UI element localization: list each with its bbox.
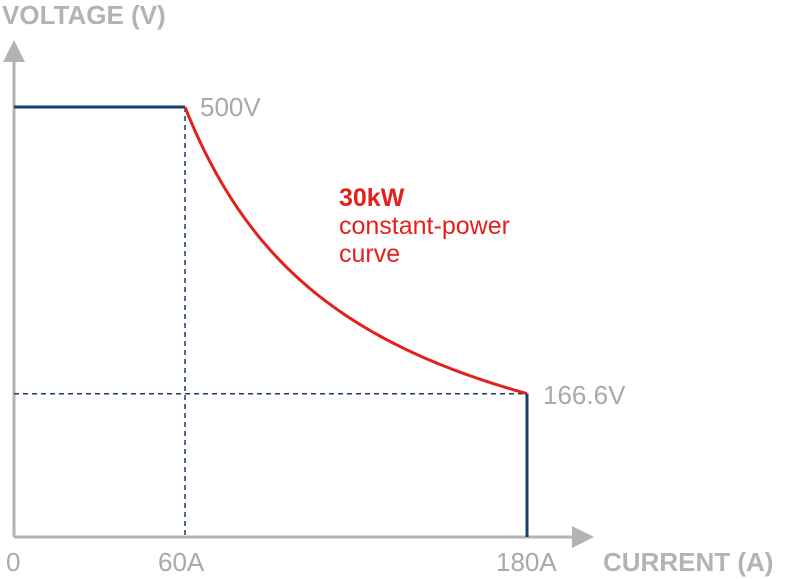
curve-annotation: 30kW constant-power curve	[339, 184, 510, 268]
annotation-power: 30kW	[339, 184, 405, 212]
x-tick-label: 60A	[158, 547, 205, 577]
annotation-line2: curve	[339, 240, 401, 268]
y-axis-label: VOLTAGE (V)	[2, 0, 166, 30]
annotation-line1: constant-power	[339, 212, 510, 240]
series-constant-power-30kW	[183, 106, 528, 396]
point-label-500v: 500V	[200, 92, 261, 122]
x-tick-label: 0	[6, 547, 21, 577]
x-tick-label: 180A	[496, 547, 557, 577]
x-axis-label: CURRENT (A)	[603, 547, 774, 577]
x-axis-arrow	[572, 526, 594, 548]
point-label-166v: 166.6V	[543, 380, 626, 410]
y-axis-arrow	[3, 40, 25, 62]
